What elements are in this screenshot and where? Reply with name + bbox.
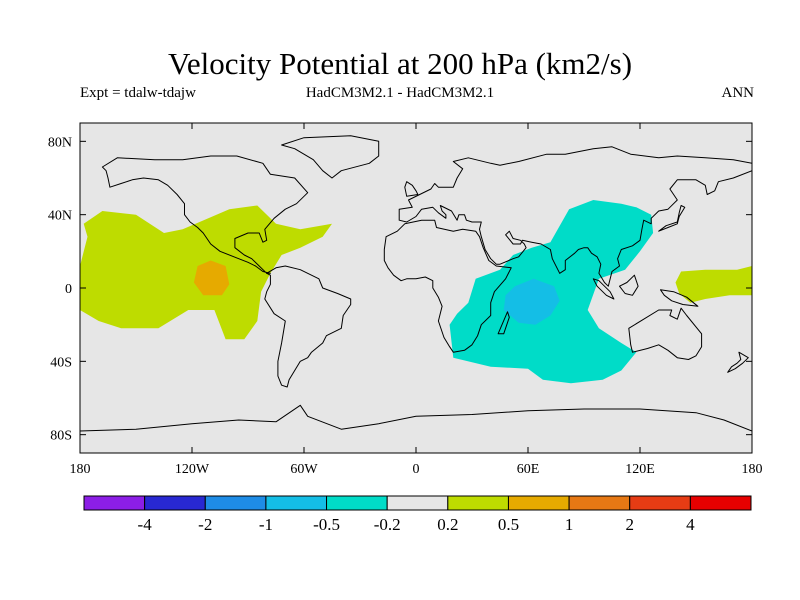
colorbar-level-label: 4 xyxy=(686,515,695,534)
colorbar-level-label: -1 xyxy=(259,515,273,534)
colorbar-swatch xyxy=(447,495,509,511)
colorbar-swatch xyxy=(204,495,267,511)
x-tick-label: 180 xyxy=(70,462,91,477)
coastline-great-britain xyxy=(404,181,419,197)
colorbar-swatch xyxy=(83,495,146,511)
region-east-pacific-max xyxy=(193,260,230,296)
colorbar-swatch xyxy=(568,495,631,511)
x-tick-label: 120E xyxy=(625,462,655,477)
experiment-label: Expt = tdalw-tdajw xyxy=(80,85,196,101)
coastline-new-guinea xyxy=(660,289,699,307)
colorbar-level-label: 2 xyxy=(625,515,634,534)
colorbar-level-label: 1 xyxy=(565,515,574,534)
coastline-borneo xyxy=(619,274,639,296)
axes: 180 120W 60W 0 60E 120E 180 80N 40N 0 40S 80S xyxy=(48,123,763,477)
x-tick-label: 60W xyxy=(290,462,318,477)
coastline-layer xyxy=(80,135,752,453)
chart-title: Velocity Potential at 200 hPa (km2/s) xyxy=(167,46,633,81)
colorbar-swatch xyxy=(507,495,570,511)
colorbar-swatch xyxy=(629,495,691,511)
coastline-new-zealand xyxy=(727,351,749,373)
coastline-africa xyxy=(383,219,512,353)
coastline-antarctica xyxy=(80,404,752,453)
colorbar-swatch xyxy=(265,495,328,511)
model-comparison-label: HadCM3M2.1 - HadCM3M2.1 xyxy=(305,85,495,101)
contour-fill-layer xyxy=(80,200,752,384)
y-tick-label: 80S xyxy=(50,429,72,444)
colorbar-level-label: 0.2 xyxy=(437,515,458,534)
y-tick-label: 40S xyxy=(50,355,72,370)
coastline-eurasia xyxy=(398,146,752,287)
coastline-japan xyxy=(658,205,686,232)
colorbar-level-label: -2 xyxy=(198,515,212,534)
coastline-north-america xyxy=(101,155,309,274)
y-tick-label: 40N xyxy=(48,209,72,224)
x-tick-label: 0 xyxy=(413,462,420,477)
colorbar: -4 -2 -1 -0.5 -0.2 0.2 0.5 1 2 4 xyxy=(83,495,752,534)
y-tick-label: 80N xyxy=(48,135,72,150)
colorbar-level-label: 0.5 xyxy=(498,515,519,534)
colorbar-swatch xyxy=(386,495,449,511)
region-west-pacific-positive xyxy=(675,266,752,303)
region-indian-ocean-min xyxy=(503,278,560,325)
coastline-south-america xyxy=(264,265,352,388)
x-tick-label: 120W xyxy=(175,462,210,477)
coastline-madagascar xyxy=(497,311,510,335)
y-tick-label: 0 xyxy=(65,282,72,297)
colorbar-level-label: -4 xyxy=(138,515,153,534)
colorbar-swatch xyxy=(144,495,206,511)
coastline-sumatra xyxy=(592,278,615,300)
colorbar-level-label: -0.5 xyxy=(313,515,340,534)
colorbar-level-label: -0.2 xyxy=(374,515,401,534)
season-label: ANN xyxy=(721,85,755,101)
coastline-australia xyxy=(628,307,703,360)
x-tick-label: 180 xyxy=(742,462,763,477)
colorbar-swatch xyxy=(326,495,388,511)
colorbar-swatch xyxy=(689,495,752,511)
x-tick-label: 60E xyxy=(517,462,540,477)
coastline-greenland xyxy=(281,135,380,179)
